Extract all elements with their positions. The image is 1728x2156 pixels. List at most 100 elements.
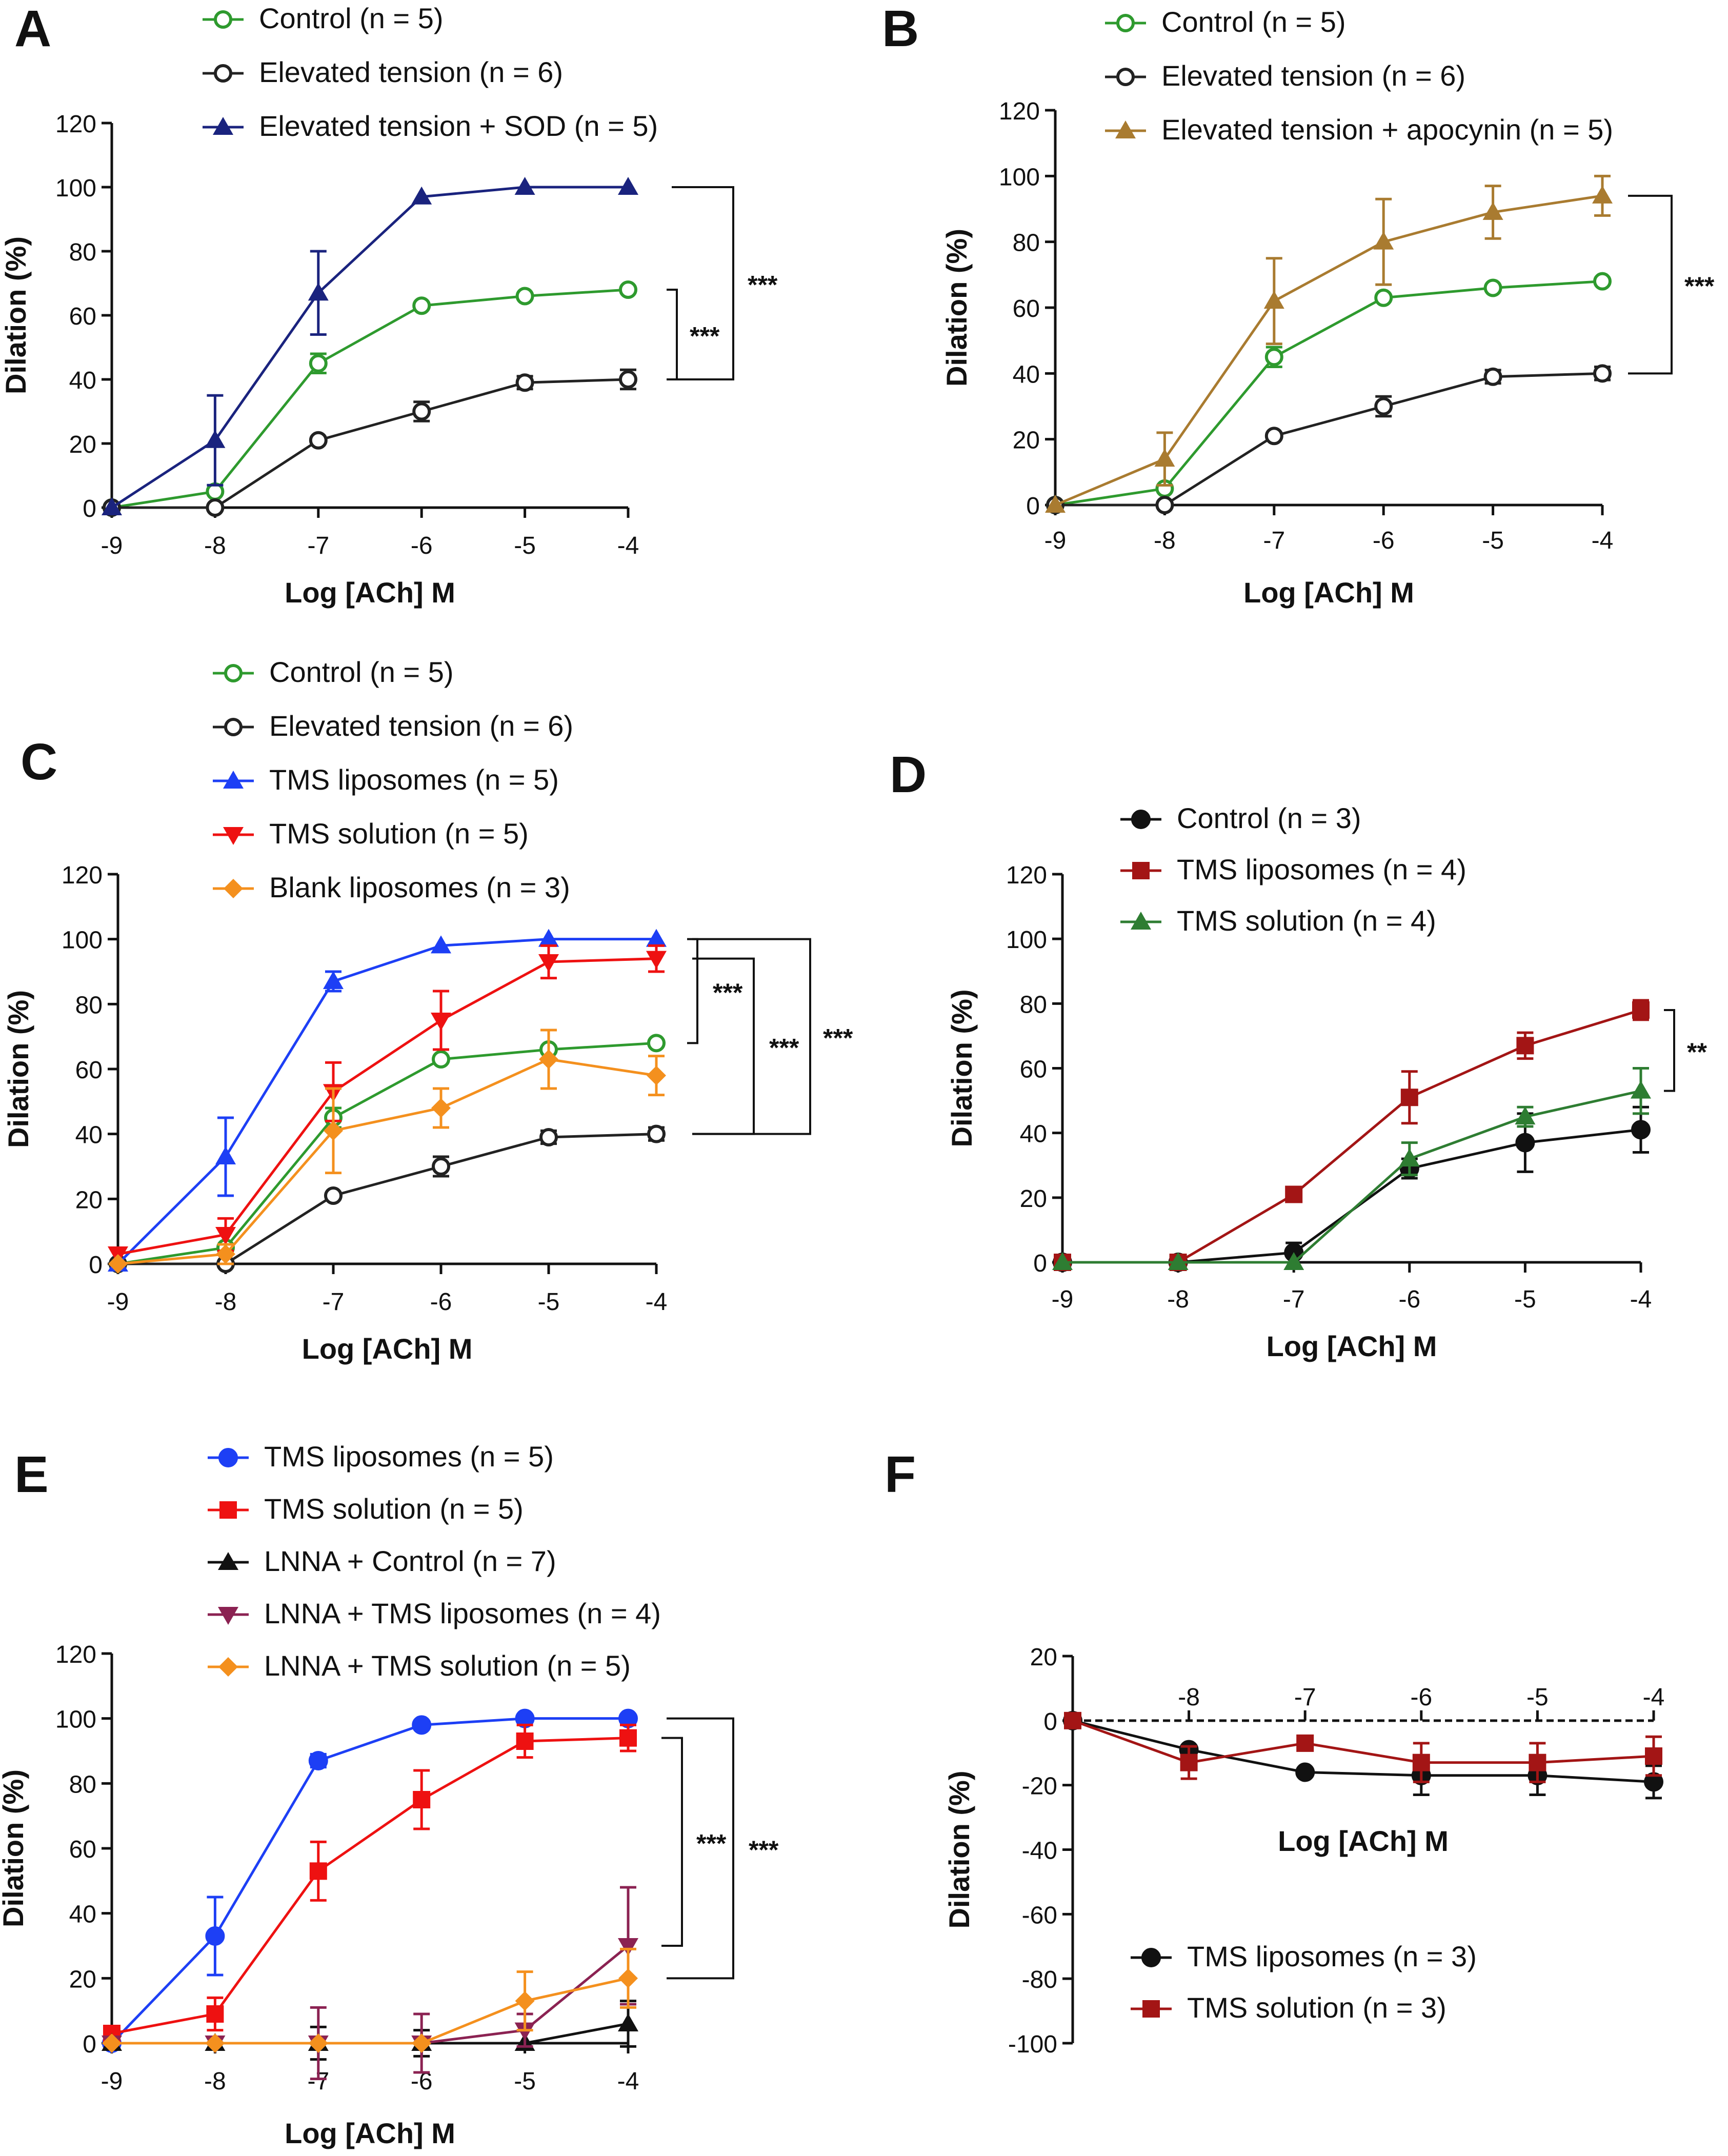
y-tick-label: 100 <box>62 927 103 954</box>
data-point <box>1412 1754 1430 1771</box>
y-tick-label: -60 <box>1022 1902 1057 1929</box>
series-2 <box>108 929 667 1272</box>
axes: 0 20 40 60 80 100 120 -9 -8 -7 -6 -5 -4 Log [ACh] M Di… <box>2 862 667 1365</box>
data-point <box>432 1050 450 1069</box>
series-0 <box>103 280 637 517</box>
legend-label: LNNA + TMS liposomes (n = 4) <box>264 1597 661 1629</box>
data-point <box>618 2013 638 2031</box>
data-point <box>618 177 638 195</box>
x-axis-label: Log [ACh] M <box>1267 1330 1437 1362</box>
x-tick-label: -8 <box>1154 527 1176 554</box>
legend-marker <box>213 117 233 135</box>
x-tick-label: -6 <box>1398 1286 1420 1313</box>
series-line <box>1062 1009 1641 1264</box>
y-axis-label: Dilation (%) <box>2 990 34 1148</box>
y-tick-label: 60 <box>1020 1056 1047 1083</box>
data-point <box>539 1050 558 1069</box>
significance-bracket <box>672 186 734 380</box>
series-line <box>111 288 629 509</box>
data-point <box>647 1065 666 1085</box>
legend: Control (n = 5) Elevated tension (n = 6) E… <box>1105 6 1613 146</box>
legend-marker <box>1131 912 1151 930</box>
data-point <box>619 370 637 389</box>
data-point <box>413 1791 431 1808</box>
legend-label: Control (n = 5) <box>1161 6 1346 38</box>
series-1 <box>1054 999 1650 1271</box>
data-point <box>1515 1106 1536 1125</box>
y-tick-label: 60 <box>69 1836 96 1863</box>
y-tick-label: 0 <box>1033 1250 1047 1277</box>
legend: Control (n = 5) Elevated tension (n = 6) E… <box>203 2 658 142</box>
x-tick-label: -6 <box>411 532 433 559</box>
x-tick-label: -8 <box>1178 1684 1200 1711</box>
data-point <box>102 497 122 515</box>
legend-label: TMS liposomes (n = 3) <box>1187 1940 1477 1972</box>
x-tick-label: -8 <box>204 532 226 559</box>
series-line <box>1055 194 1603 507</box>
y-tick-label: 100 <box>55 175 96 202</box>
series-1 <box>103 368 637 517</box>
data-point <box>1064 1711 1081 1729</box>
data-point <box>102 2033 122 2053</box>
significance-label: *** <box>690 322 720 351</box>
x-axis-label: Log [ACh] M <box>302 1333 473 1365</box>
x-tick-label: -8 <box>1167 1286 1189 1313</box>
y-tick-label: 120 <box>55 1641 96 1668</box>
data-point <box>215 1227 236 1245</box>
data-point <box>1264 427 1283 446</box>
legend-label: TMS solution (n = 3) <box>1187 1991 1446 2024</box>
legend-marker <box>218 1448 238 1467</box>
data-point <box>1632 1001 1650 1019</box>
significance-bracket <box>667 1717 734 1980</box>
data-point <box>1482 202 1503 220</box>
series-line <box>112 378 629 509</box>
data-point <box>216 1244 235 1264</box>
x-tick-label: -9 <box>1044 527 1067 554</box>
axes: -100 -80 -60 -40 -20 0 20 -8 -7 -6 -5 -4 Log [ACh] M… <box>943 1644 1664 2058</box>
data-point <box>1483 367 1502 386</box>
y-tick-label: 0 <box>1026 493 1040 520</box>
series-4 <box>108 1029 666 1274</box>
data-point <box>1045 495 1066 513</box>
legend-marker <box>219 1501 237 1519</box>
legend-label: Elevated tension (n = 6) <box>1161 59 1465 92</box>
significance-label: *** <box>696 1829 727 1858</box>
legend-label: LNNA + Control (n = 7) <box>264 1545 556 1577</box>
x-tick-label: -5 <box>538 1288 560 1316</box>
data-point <box>618 1968 638 1988</box>
x-tick-label: -6 <box>1373 527 1395 554</box>
series-2 <box>1045 174 1613 513</box>
x-tick-label: -9 <box>1052 1286 1074 1313</box>
y-tick-label: 100 <box>1006 926 1047 954</box>
x-tick-label: -5 <box>514 2068 536 2095</box>
y-tick-label: 20 <box>69 431 96 458</box>
data-point <box>309 1862 327 1880</box>
data-point <box>1373 231 1394 250</box>
series-3 <box>102 1886 638 2081</box>
significance-label: *** <box>769 1034 799 1062</box>
y-tick-label: -40 <box>1022 1838 1057 1865</box>
data-point <box>515 287 534 306</box>
data-point <box>1516 1037 1534 1055</box>
data-point <box>538 929 559 947</box>
data-point <box>646 951 667 969</box>
data-point <box>205 1926 225 1946</box>
data-point <box>618 1938 638 1956</box>
panel-letter: E <box>14 1446 49 1503</box>
data-point <box>1592 185 1613 204</box>
x-axis-label: Log [ACh] M <box>285 2117 455 2149</box>
data-point <box>309 431 328 450</box>
legend-label: Blank liposomes (n = 3) <box>269 871 570 903</box>
legend-label: Elevated tension + apocynin (n = 5) <box>1161 113 1613 146</box>
data-point <box>1155 496 1174 514</box>
series-line <box>117 1058 657 1265</box>
data-point <box>515 373 534 392</box>
legend: Control (n = 3) TMS liposomes (n = 4) TMS … <box>1120 802 1466 937</box>
legend-marker <box>224 664 243 682</box>
legend-label: Elevated tension (n = 6) <box>259 56 563 88</box>
data-point <box>1593 364 1612 383</box>
y-tick-label: 120 <box>55 111 96 138</box>
series-line <box>1072 1719 1654 1783</box>
data-point <box>205 430 226 448</box>
